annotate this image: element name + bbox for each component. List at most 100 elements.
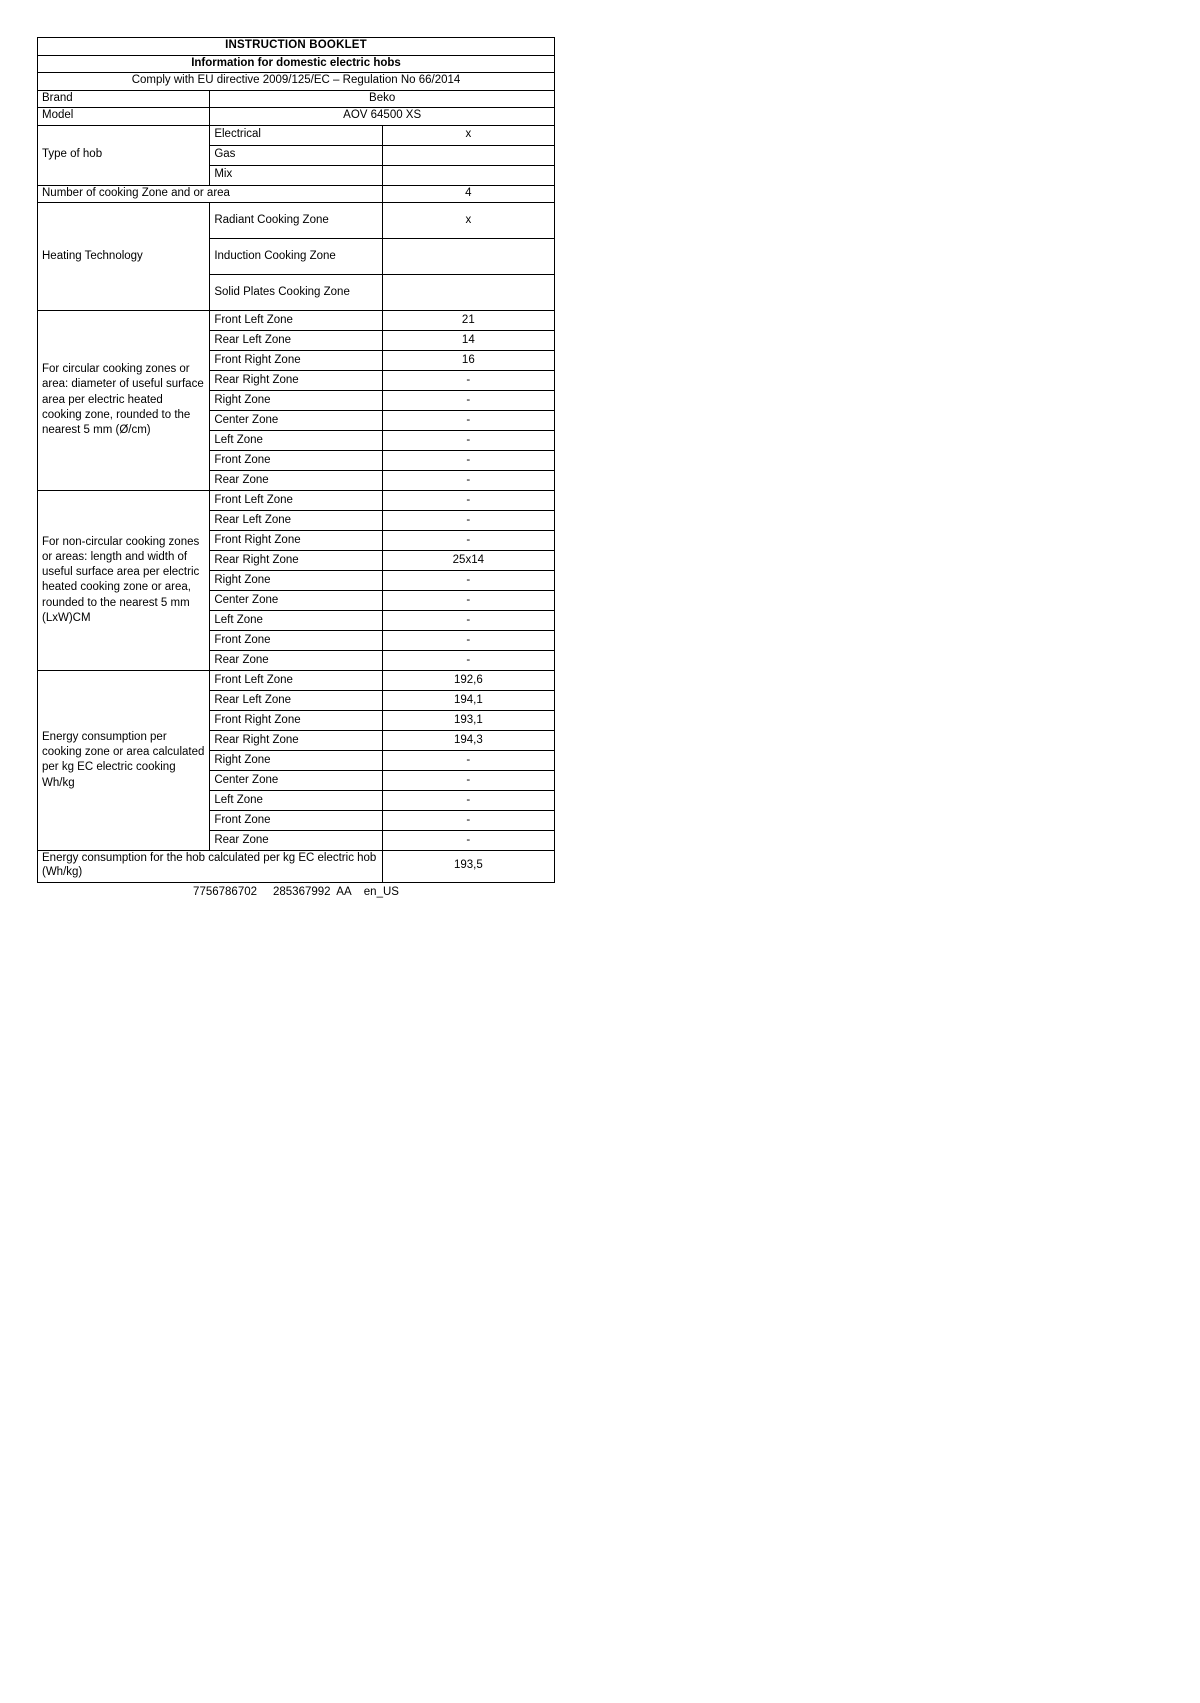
non-circular-zone-name: Front Left Zone	[209, 490, 383, 512]
non-circular-zone-name: Left Zone	[209, 610, 383, 632]
circular-zone-name: Rear Zone	[209, 470, 383, 492]
non-circular-zone-value: -	[381, 590, 556, 612]
energy-zone-name: Center Zone	[209, 770, 383, 792]
non-circular-zone-value: -	[381, 510, 556, 532]
non-circular-zone-name: Center Zone	[209, 590, 383, 612]
non-circular-zone-row: Rear Zone -	[38, 650, 556, 672]
energy-zone-value: -	[381, 750, 556, 772]
non-circular-zone-value: -	[381, 490, 556, 512]
circular-zone-row: For circular cooking zones or area: diam…	[36, 310, 556, 492]
energy-per-zone-label: Energy consumption per cooking zone or a…	[36, 670, 211, 852]
model-value: AOV 64500 XS	[209, 107, 555, 126]
brand-value: Beko	[209, 89, 555, 109]
zone-count-label: Number of cooking Zone and or area	[37, 184, 383, 204]
non-circular-zone-name: Rear Right Zone	[209, 550, 383, 572]
non-circular-zone-name: Front Zone	[209, 630, 383, 652]
spec-sheet: INSTRUCTION BOOKLET Information for dome…	[36, 37, 556, 883]
energy-zone-row: Left Zone -	[38, 790, 556, 812]
heating-technology-name-radiant: Radiant Cooking Zone	[209, 202, 383, 240]
heating-technology-value-solid-plates	[381, 274, 556, 312]
circular-zone-name: Front Left Zone	[209, 310, 383, 332]
circular-zone-value: -	[381, 390, 556, 412]
energy-zone-value: 194,3	[381, 730, 556, 752]
non-circular-zone-name: Front Right Zone	[209, 530, 383, 552]
non-circular-zone-name: Right Zone	[209, 570, 383, 592]
heating-technology-value-radiant: x	[381, 202, 556, 240]
non-circular-zones-label: For non-circular cooking zones or areas:…	[36, 490, 211, 672]
compliance-statement: Comply with EU directive 2009/125/EC – R…	[37, 72, 555, 91]
circular-zone-row: Center Zone -	[38, 410, 556, 432]
circular-zone-value: 21	[381, 310, 556, 332]
energy-zone-value: 192,6	[381, 670, 556, 692]
circular-zone-value: 14	[381, 330, 556, 352]
hob-specification-table: INSTRUCTION BOOKLET Information for dome…	[36, 37, 556, 883]
non-circular-zone-row: Right Zone -	[38, 570, 556, 592]
document-title: INSTRUCTION BOOKLET	[37, 37, 555, 56]
type-of-hob-value-electrical: x	[381, 124, 556, 146]
type-of-hob-label: Type of hob	[36, 124, 211, 186]
energy-zone-row: Energy consumption per cooking zone or a…	[36, 670, 556, 852]
zone-count-row: Number of cooking Zone and or area 4	[37, 184, 556, 204]
heating-technology-label: Heating Technology	[36, 202, 211, 312]
type-of-hob-value-mix	[381, 164, 556, 186]
subtitle-row: Information for domestic electric hobs	[37, 54, 555, 74]
circular-zone-value: -	[381, 410, 556, 432]
energy-zone-name: Front Zone	[209, 810, 383, 832]
energy-zone-name: Rear Zone	[209, 830, 383, 852]
hob-total-row: Energy consumption for the hob calculate…	[37, 850, 556, 883]
type-of-hob-name-mix: Mix	[209, 164, 383, 186]
circular-zone-name: Center Zone	[209, 410, 383, 432]
circular-zone-value: 16	[381, 350, 556, 372]
circular-zone-name: Left Zone	[209, 430, 383, 452]
circular-zone-name: Front Zone	[209, 450, 383, 472]
heating-technology-row-induction: Induction Cooking Zone	[38, 238, 556, 276]
compliance-row: Comply with EU directive 2009/125/EC – R…	[37, 72, 555, 91]
energy-zone-row: Front Right Zone 193,1	[38, 710, 556, 732]
circular-zones-label: For circular cooking zones or area: diam…	[36, 310, 211, 492]
energy-zone-value: 193,1	[381, 710, 556, 732]
energy-zone-value: 194,1	[381, 690, 556, 712]
type-of-hob-row-electrical: Type of hob Electrical x	[36, 124, 556, 186]
heating-technology-row-solid-plates: Solid Plates Cooking Zone	[38, 274, 556, 312]
circular-zone-row: Front Right Zone 16	[38, 350, 556, 372]
energy-zone-row: Front Zone -	[38, 810, 556, 832]
heating-technology-name-induction: Induction Cooking Zone	[209, 238, 383, 276]
type-of-hob-row-mix: Mix	[38, 164, 556, 186]
non-circular-zone-name: Rear Zone	[209, 650, 383, 672]
type-of-hob-name-gas: Gas	[209, 144, 383, 166]
energy-zone-name: Rear Right Zone	[209, 730, 383, 752]
title-row: INSTRUCTION BOOKLET	[37, 37, 555, 56]
model-row: Model AOV 64500 XS	[36, 107, 555, 126]
energy-zone-row: Rear Zone -	[38, 830, 556, 852]
energy-zone-value: -	[381, 810, 556, 832]
document-subtitle: Information for domestic electric hobs	[37, 54, 555, 74]
circular-zone-value: -	[381, 450, 556, 472]
circular-zone-row: Rear Left Zone 14	[38, 330, 556, 352]
model-label: Model	[36, 107, 211, 126]
energy-zone-name: Rear Left Zone	[209, 690, 383, 712]
heating-technology-row-radiant: Heating Technology Radiant Cooking Zone …	[36, 202, 556, 312]
non-circular-zone-name: Rear Left Zone	[209, 510, 383, 532]
energy-zone-name: Front Right Zone	[209, 710, 383, 732]
brand-row: Brand Beko	[36, 89, 555, 109]
non-circular-zone-value: -	[381, 630, 556, 652]
circular-zone-name: Rear Right Zone	[209, 370, 383, 392]
circular-zone-name: Rear Left Zone	[209, 330, 383, 352]
energy-zone-value: -	[381, 770, 556, 792]
energy-zone-name: Left Zone	[209, 790, 383, 812]
non-circular-zone-value: -	[381, 610, 556, 632]
non-circular-zone-row: Left Zone -	[38, 610, 556, 632]
circular-zone-value: -	[381, 470, 556, 492]
non-circular-zone-row: For non-circular cooking zones or areas:…	[36, 490, 556, 672]
zone-count-value: 4	[381, 184, 556, 204]
non-circular-zone-value: -	[381, 530, 556, 552]
hob-total-value: 193,5	[381, 850, 556, 883]
heating-technology-name-solid-plates: Solid Plates Cooking Zone	[209, 274, 383, 312]
heating-technology-value-induction	[381, 238, 556, 276]
energy-zone-name: Front Left Zone	[209, 670, 383, 692]
circular-zone-value: -	[381, 370, 556, 392]
non-circular-zone-value: -	[381, 650, 556, 672]
circular-zone-value: -	[381, 430, 556, 452]
document-footer-codes: 7756786702 285367992 AA en_US	[193, 886, 399, 898]
